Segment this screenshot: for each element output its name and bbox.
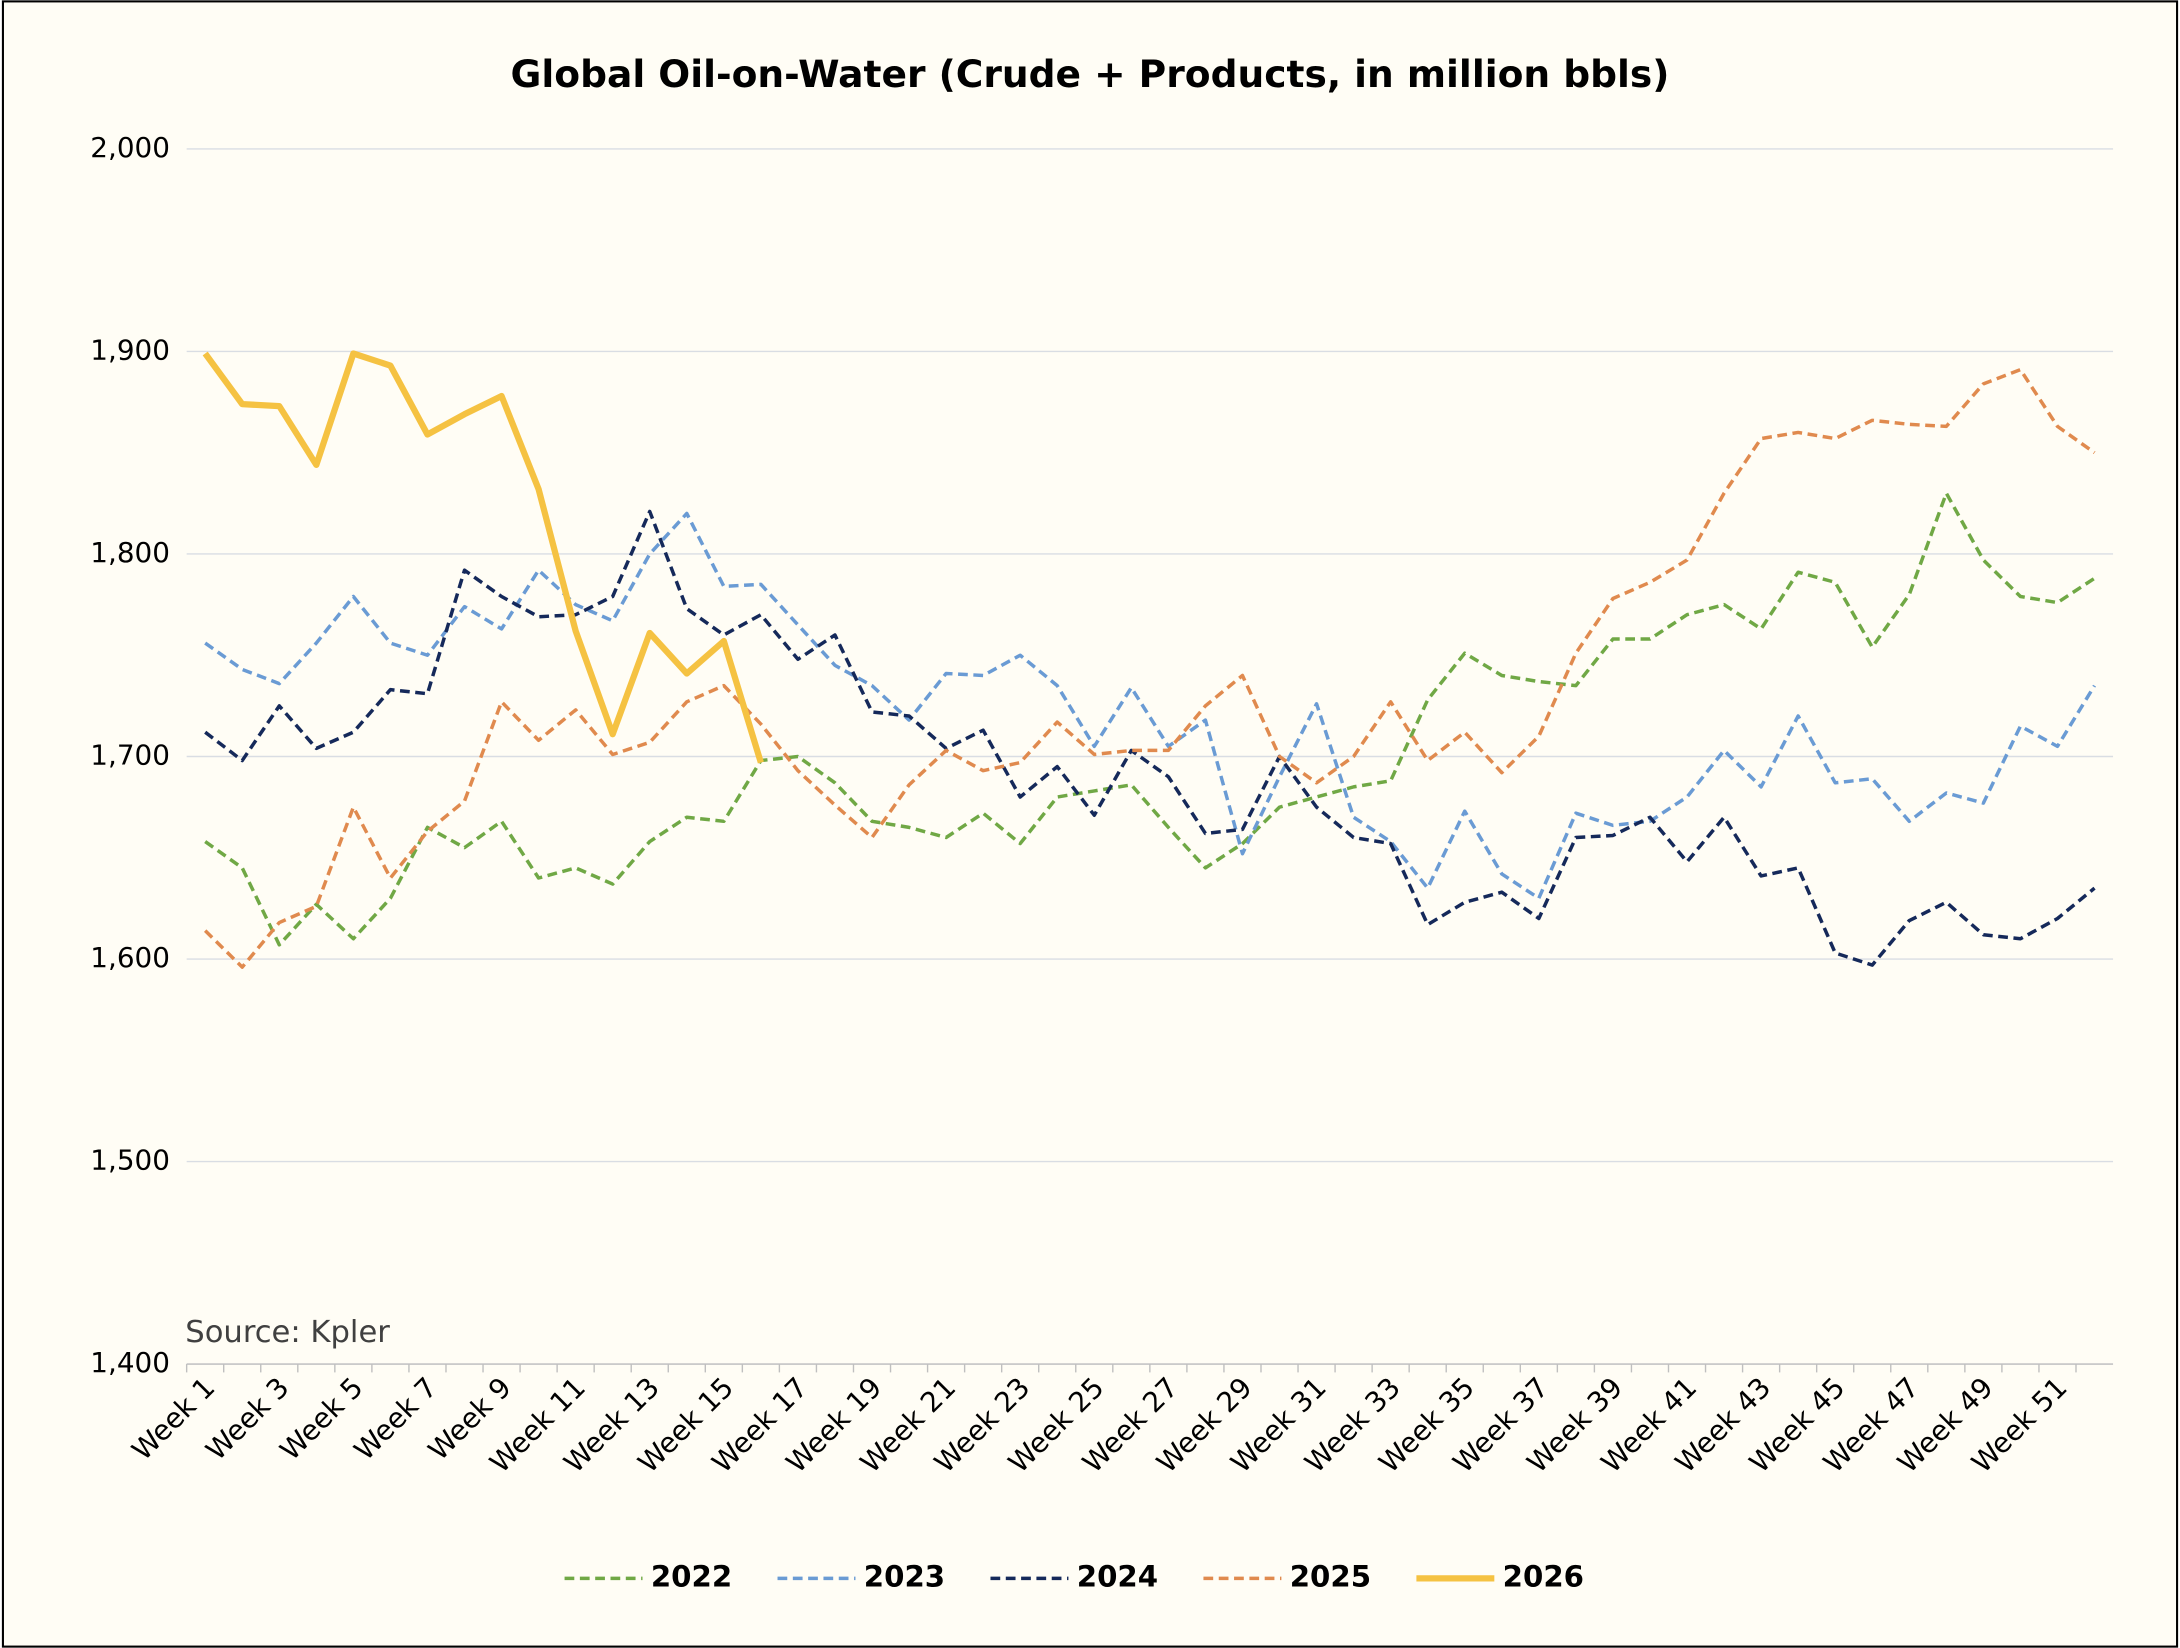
legend-label: 2023	[864, 1559, 945, 1593]
series-line	[204, 509, 2096, 967]
y-tick-label: 1,800	[90, 536, 170, 569]
chart-title: Global Oil-on-Water (Crude + Products, i…	[511, 52, 1670, 96]
y-tick-label: 1,500	[90, 1144, 170, 1177]
legend-label: 2026	[1503, 1559, 1584, 1593]
y-tick-label: 1,900	[90, 333, 170, 366]
y-tick-label: 1,700	[90, 738, 170, 771]
legend-label: 2024	[1077, 1559, 1158, 1593]
series-line	[204, 511, 2097, 900]
series-line	[204, 491, 2096, 947]
legend-label: 2022	[651, 1559, 732, 1593]
y-tick-label: 1,600	[90, 941, 170, 974]
series-line	[203, 367, 2096, 969]
y-tick-label: 1,400	[90, 1346, 170, 1379]
legend-label: 2025	[1290, 1559, 1371, 1593]
source-note: Source: Kpler	[185, 1315, 390, 1350]
series-line	[202, 350, 764, 764]
y-tick-label: 2,000	[90, 131, 170, 164]
